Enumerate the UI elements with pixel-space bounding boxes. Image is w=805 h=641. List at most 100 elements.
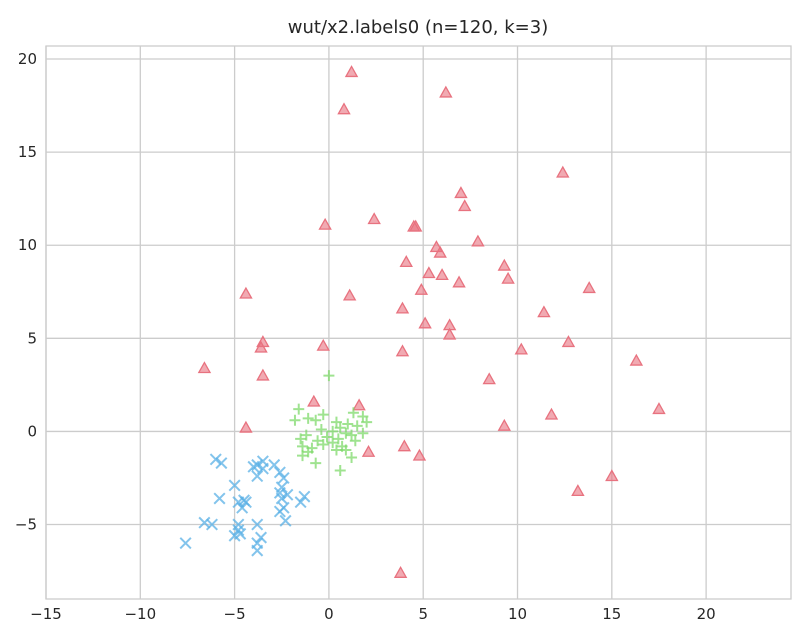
plus-point — [317, 438, 329, 450]
plus-point — [300, 429, 312, 441]
plot-background — [46, 46, 791, 599]
triangle-point — [514, 342, 529, 355]
y-tick-label: 10 — [18, 236, 37, 254]
triangle-point — [571, 484, 585, 497]
plus-point — [310, 414, 322, 426]
x-tick-labels: −15 −10 −5 0 5 10 15 20 — [30, 605, 716, 623]
triangle-point — [239, 286, 253, 299]
x-tick-label: 5 — [418, 605, 428, 623]
plus-point — [357, 411, 369, 423]
triangle-point — [537, 305, 551, 318]
triangle-point — [254, 340, 268, 353]
x-point — [251, 470, 264, 483]
plus-point — [310, 457, 322, 469]
plus-point — [302, 412, 314, 424]
x-tick-label: −5 — [224, 605, 246, 623]
x-tick-label: 0 — [324, 605, 334, 623]
triangle-point — [471, 234, 485, 247]
triangle-point — [582, 281, 596, 294]
x-point — [273, 505, 286, 518]
plus-point — [334, 422, 346, 434]
triangle-point — [497, 258, 512, 271]
triangle-point — [433, 245, 447, 258]
x-point — [209, 453, 222, 466]
plus-point — [347, 407, 359, 419]
plus-point — [302, 446, 314, 458]
x-point — [205, 518, 218, 531]
x-point — [256, 462, 269, 475]
x-point — [255, 531, 268, 544]
x-point — [277, 471, 290, 484]
triangle-point — [316, 338, 330, 351]
plus-point — [340, 444, 352, 456]
plus-point — [340, 427, 352, 439]
x-tick-label: 10 — [508, 605, 527, 623]
plus-point — [323, 370, 335, 382]
triangle-point — [197, 361, 212, 374]
triangle-point — [629, 353, 644, 366]
x-point — [275, 492, 288, 505]
triangle-point — [239, 420, 253, 433]
x-point — [294, 496, 307, 509]
triangle-point — [395, 344, 410, 357]
triangle-point — [556, 165, 570, 178]
triangle-point — [452, 275, 466, 288]
x-point — [251, 518, 264, 531]
plus-point — [351, 420, 363, 432]
triangle-point — [497, 418, 512, 431]
triangle-point — [418, 316, 432, 329]
triangle-point — [435, 268, 449, 281]
triangle-point — [457, 199, 472, 212]
y-tick-label: 15 — [18, 143, 37, 161]
x-point — [236, 501, 249, 514]
triangle-point — [454, 186, 468, 199]
triangle-point — [605, 469, 619, 482]
y-tick-labels: −5 0 5 10 15 20 — [15, 50, 37, 533]
x-point — [232, 518, 245, 531]
triangle-point — [544, 407, 559, 420]
triangle-point — [361, 444, 376, 457]
plus-point — [293, 403, 305, 415]
plus-point — [297, 440, 309, 452]
triangle-point — [399, 255, 413, 268]
triangle-point — [412, 448, 427, 461]
plus-point — [334, 465, 346, 477]
x-point — [281, 488, 294, 501]
triangle-point — [408, 219, 423, 232]
triangle-point — [344, 65, 359, 78]
triangle-point — [482, 372, 496, 385]
x-tick-label: −10 — [124, 605, 156, 623]
plus-point — [321, 431, 333, 443]
plus-point — [346, 451, 358, 463]
x-point — [268, 458, 281, 471]
triangle-point — [393, 566, 408, 578]
x-point — [179, 537, 192, 550]
x-point — [273, 466, 286, 479]
triangle-point — [652, 402, 666, 415]
x-point — [251, 544, 264, 557]
triangle-point — [342, 288, 357, 301]
x-point — [228, 479, 241, 492]
triangle-point — [501, 271, 515, 284]
triangle-point — [318, 217, 332, 230]
x-point — [251, 458, 264, 471]
plus-point — [295, 433, 307, 445]
plus-point — [327, 437, 339, 449]
triangle-point — [439, 85, 453, 98]
plot-frame — [45, 45, 792, 600]
triangle-point — [307, 394, 321, 407]
x-point — [247, 460, 260, 473]
data-points — [179, 65, 666, 578]
chart-title: wut/x2.labels0 (n=120, k=3) — [288, 17, 548, 38]
x-tick-label: −15 — [30, 605, 62, 623]
triangle-point — [256, 368, 270, 381]
triangle-point — [352, 398, 366, 411]
plus-point — [349, 435, 361, 447]
plus-point — [289, 414, 301, 426]
series-x — [179, 453, 311, 557]
x-point — [213, 492, 226, 505]
plus-point — [346, 429, 358, 441]
y-tick-label: −5 — [15, 516, 37, 534]
series-plus — [289, 370, 373, 477]
